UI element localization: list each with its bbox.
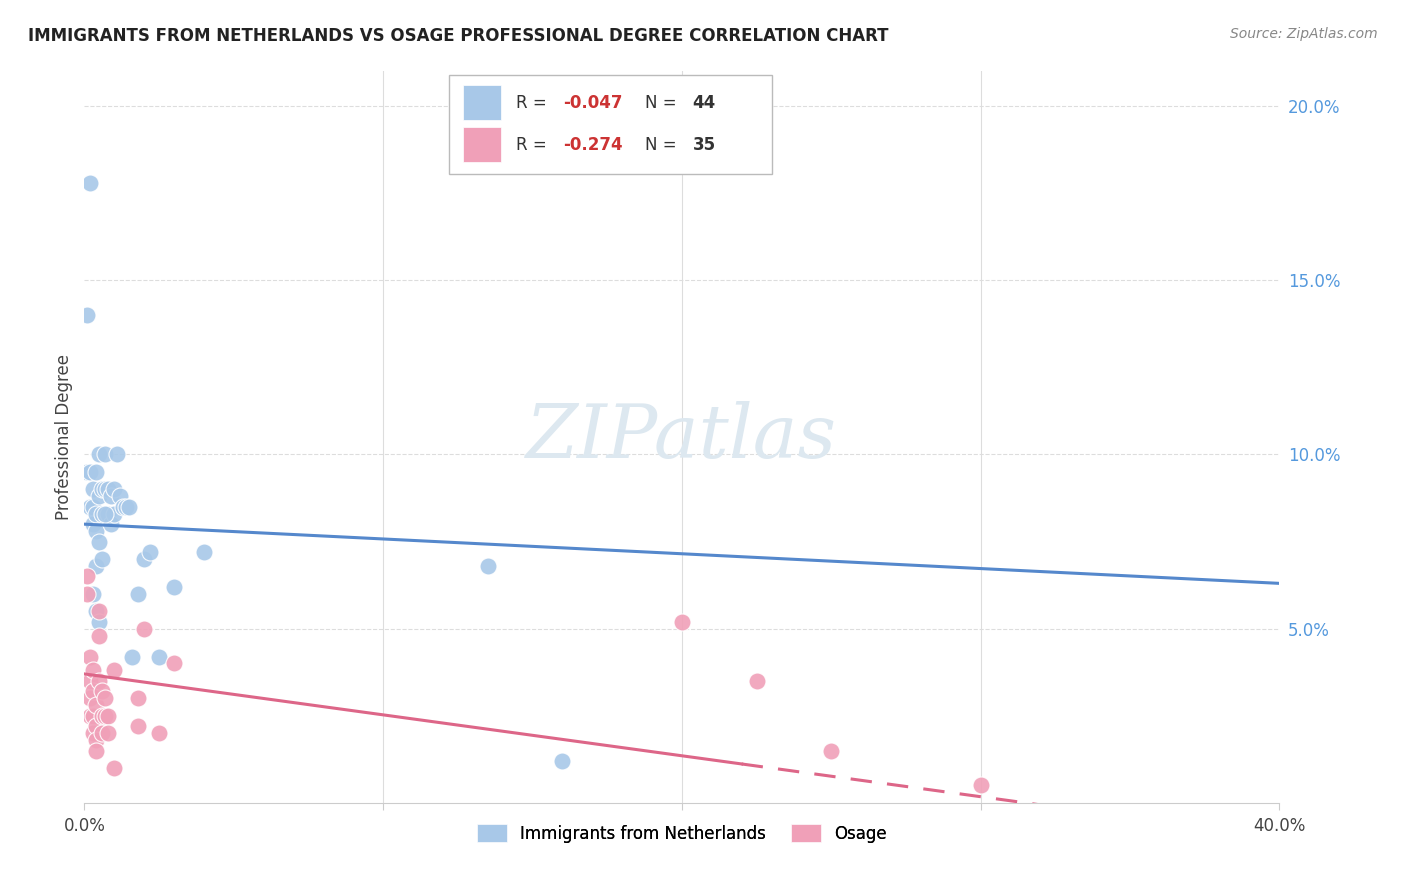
Text: N =: N =	[645, 94, 682, 112]
Point	[745, 673, 768, 688]
Point	[103, 483, 125, 497]
Point	[89, 604, 111, 618]
Point	[89, 489, 111, 503]
Point	[76, 569, 98, 583]
Point	[193, 545, 215, 559]
Point	[82, 684, 104, 698]
Point	[82, 517, 104, 532]
Point	[103, 507, 125, 521]
Text: N =: N =	[645, 136, 682, 153]
Point	[79, 691, 101, 706]
Point	[118, 500, 141, 514]
Text: Source: ZipAtlas.com: Source: ZipAtlas.com	[1230, 27, 1378, 41]
Point	[139, 545, 162, 559]
FancyBboxPatch shape	[449, 75, 772, 174]
Point	[76, 465, 98, 479]
Point	[97, 708, 120, 723]
Point	[820, 743, 842, 757]
Text: IMMIGRANTS FROM NETHERLANDS VS OSAGE PROFESSIONAL DEGREE CORRELATION CHART: IMMIGRANTS FROM NETHERLANDS VS OSAGE PRO…	[28, 27, 889, 45]
Point	[86, 507, 108, 521]
Point	[97, 483, 120, 497]
Point	[91, 708, 114, 723]
Point	[551, 754, 574, 768]
Point	[86, 558, 108, 573]
Legend: Immigrants from Netherlands, Osage: Immigrants from Netherlands, Osage	[470, 818, 894, 849]
Point	[110, 489, 132, 503]
Point	[94, 448, 117, 462]
Point	[103, 761, 125, 775]
Point	[100, 517, 122, 532]
Point	[94, 691, 117, 706]
Text: ZIPatlas: ZIPatlas	[526, 401, 838, 474]
Point	[86, 743, 108, 757]
Point	[82, 500, 104, 514]
Point	[94, 483, 117, 497]
Point	[86, 733, 108, 747]
Y-axis label: Professional Degree: Professional Degree	[55, 354, 73, 520]
Point	[89, 534, 111, 549]
Point	[112, 500, 135, 514]
Point	[132, 622, 156, 636]
Point	[82, 587, 104, 601]
Point	[148, 649, 170, 664]
Point	[127, 691, 149, 706]
Point	[132, 552, 156, 566]
Point	[82, 708, 104, 723]
Point	[82, 483, 104, 497]
Point	[97, 726, 120, 740]
Point	[86, 698, 108, 713]
Point	[477, 558, 499, 573]
Point	[91, 552, 114, 566]
Point	[86, 465, 108, 479]
Text: 44: 44	[693, 94, 716, 112]
Point	[163, 580, 186, 594]
Point	[103, 664, 125, 678]
Point	[91, 483, 114, 497]
Point	[100, 489, 122, 503]
Text: -0.274: -0.274	[564, 136, 623, 153]
Point	[89, 448, 111, 462]
Point	[89, 673, 111, 688]
Point	[79, 649, 101, 664]
Point	[91, 507, 114, 521]
Point	[97, 507, 120, 521]
Point	[86, 719, 108, 733]
Text: R =: R =	[516, 136, 551, 153]
Point	[79, 500, 101, 514]
Point	[86, 604, 108, 618]
Point	[86, 524, 108, 538]
Point	[91, 684, 114, 698]
Point	[79, 673, 101, 688]
FancyBboxPatch shape	[463, 127, 502, 162]
Point	[970, 778, 993, 792]
Point	[89, 615, 111, 629]
Point	[79, 176, 101, 190]
Point	[163, 657, 186, 671]
FancyBboxPatch shape	[463, 86, 502, 120]
Point	[76, 308, 98, 322]
Point	[82, 664, 104, 678]
Point	[79, 708, 101, 723]
Text: R =: R =	[516, 94, 551, 112]
Point	[94, 708, 117, 723]
Point	[127, 719, 149, 733]
Text: 35: 35	[693, 136, 716, 153]
Point	[82, 726, 104, 740]
Point	[148, 726, 170, 740]
Point	[105, 448, 128, 462]
Point	[671, 615, 693, 629]
Text: -0.047: -0.047	[564, 94, 623, 112]
Point	[115, 500, 138, 514]
Point	[127, 587, 149, 601]
Point	[89, 629, 111, 643]
Point	[76, 587, 98, 601]
Point	[79, 465, 101, 479]
Point	[91, 726, 114, 740]
Point	[94, 507, 117, 521]
Point	[121, 649, 143, 664]
